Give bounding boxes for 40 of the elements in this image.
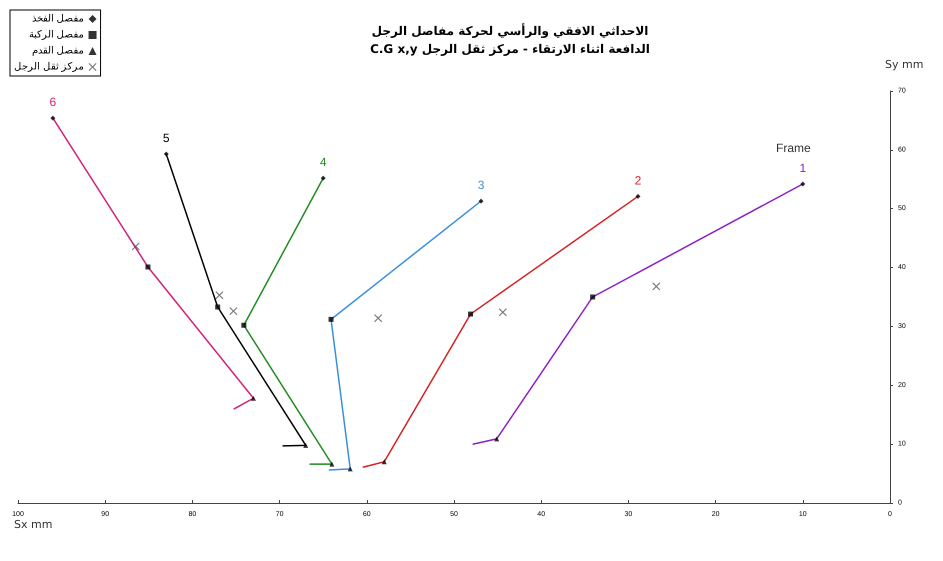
point xyxy=(250,396,256,401)
x-axis-title: Sx mm xyxy=(14,518,52,531)
point xyxy=(328,316,334,322)
point xyxy=(303,442,308,448)
point xyxy=(348,466,353,472)
series-label: 1 xyxy=(799,160,806,175)
series-label: 6 xyxy=(50,95,57,110)
point xyxy=(320,176,326,181)
point xyxy=(215,304,220,310)
legend-label: مركز ثقل الرجل xyxy=(14,62,84,72)
annotation: Frame xyxy=(776,141,811,155)
point xyxy=(50,116,56,121)
series-label: 5 xyxy=(162,130,170,145)
line-series xyxy=(328,200,482,471)
legend-label: مفصل الفخذ xyxy=(32,14,84,24)
point xyxy=(635,194,640,199)
point xyxy=(478,198,484,204)
chart-subtitle: الدافعة اثناء الارتقاء - مركز ثقل الرجل C.G x,y xyxy=(369,42,651,56)
point xyxy=(329,462,334,467)
legend-label: مفصل القدم xyxy=(32,46,84,56)
legend-label: مفصل الركبة xyxy=(28,30,84,40)
point xyxy=(652,282,660,290)
point xyxy=(241,322,246,328)
point xyxy=(132,242,140,250)
series-label: 3 xyxy=(478,178,485,192)
series-label: 2 xyxy=(634,173,642,188)
point xyxy=(215,291,224,300)
y-axis-title: Sy mm xyxy=(885,58,924,71)
point xyxy=(800,181,806,186)
chart-title: الاحداثي الافقي والرأسي لحركة مفاصل الرجل xyxy=(370,24,650,38)
point xyxy=(382,459,387,464)
point xyxy=(468,312,474,317)
point xyxy=(374,314,382,322)
point xyxy=(494,436,500,442)
point xyxy=(229,307,238,316)
point xyxy=(590,294,596,300)
point xyxy=(498,308,507,316)
point xyxy=(164,151,169,156)
series-label: 4 xyxy=(320,155,327,170)
point xyxy=(145,264,150,270)
